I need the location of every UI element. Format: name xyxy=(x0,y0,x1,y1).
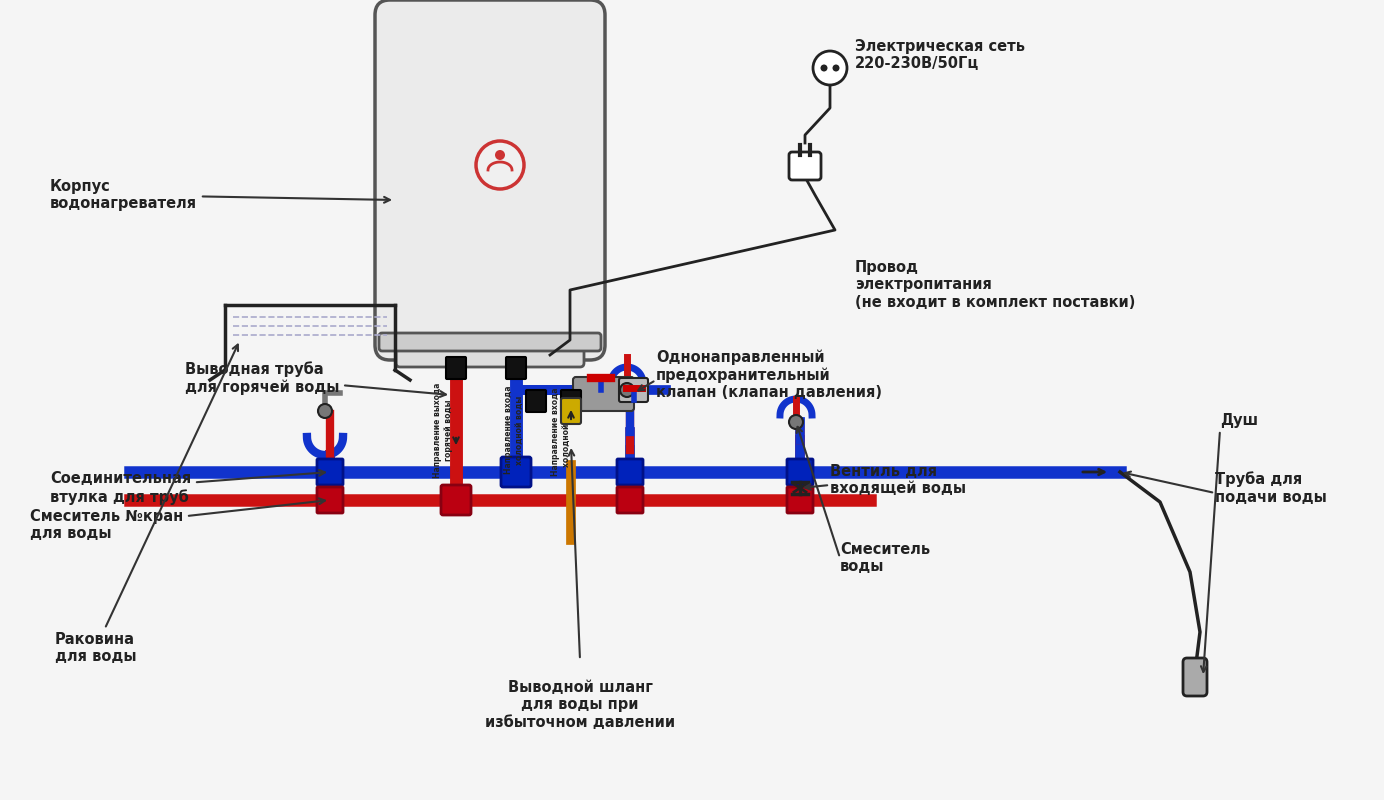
FancyBboxPatch shape xyxy=(441,485,471,515)
FancyBboxPatch shape xyxy=(617,487,644,513)
Text: Вентиль для
входящей воды: Вентиль для входящей воды xyxy=(830,464,966,496)
FancyBboxPatch shape xyxy=(561,390,581,412)
FancyBboxPatch shape xyxy=(317,459,343,485)
Text: Направление входа
холодной воды: Направление входа холодной воды xyxy=(551,388,570,476)
FancyBboxPatch shape xyxy=(379,333,601,351)
FancyBboxPatch shape xyxy=(787,487,812,513)
Text: Выводной шланг
для воды при
избыточном давлении: Выводной шланг для воды при избыточном д… xyxy=(484,680,675,730)
Text: Электрическая сеть
220-230В/50Гц: Электрическая сеть 220-230В/50Гц xyxy=(855,38,1026,71)
Text: Смеситель №кран
для воды: Смеситель №кран для воды xyxy=(30,498,325,541)
FancyBboxPatch shape xyxy=(573,377,634,411)
Circle shape xyxy=(495,150,505,160)
FancyBboxPatch shape xyxy=(507,357,526,379)
Text: Соединительная
втулка для труб: Соединительная втулка для труб xyxy=(50,470,325,505)
Circle shape xyxy=(833,65,840,71)
FancyBboxPatch shape xyxy=(375,0,605,360)
Circle shape xyxy=(812,51,847,85)
FancyBboxPatch shape xyxy=(396,341,584,367)
Circle shape xyxy=(476,141,525,189)
FancyBboxPatch shape xyxy=(501,457,531,487)
Text: Труба для
подачи воды: Труба для подачи воды xyxy=(1215,471,1327,505)
Text: Душ: Душ xyxy=(1221,413,1258,427)
FancyBboxPatch shape xyxy=(787,459,812,485)
Text: Направление выхода
горячей воды: Направление выхода горячей воды xyxy=(433,382,453,478)
FancyBboxPatch shape xyxy=(789,152,821,180)
FancyBboxPatch shape xyxy=(317,487,343,513)
Circle shape xyxy=(318,404,332,418)
Text: Раковина
для воды: Раковина для воды xyxy=(55,345,238,664)
Text: Направление входа
холодной воды: Направление входа холодной воды xyxy=(504,386,523,474)
FancyBboxPatch shape xyxy=(446,357,466,379)
Text: Смеситель
воды: Смеситель воды xyxy=(840,542,930,574)
Circle shape xyxy=(620,383,634,397)
Circle shape xyxy=(821,65,828,71)
Text: Выводная труба
для горячей воды: Выводная труба для горячей воды xyxy=(185,361,446,397)
FancyBboxPatch shape xyxy=(617,459,644,485)
Text: Однонаправленный
предохранительный
клапан (клапан давления): Однонаправленный предохранительный клапа… xyxy=(656,350,882,401)
FancyBboxPatch shape xyxy=(619,378,648,402)
Text: Корпус
водонагревателя: Корпус водонагревателя xyxy=(50,178,390,211)
Circle shape xyxy=(789,415,803,429)
Text: Провод
электропитания
(не входит в комплект поставки): Провод электропитания (не входит в компл… xyxy=(855,260,1135,310)
FancyBboxPatch shape xyxy=(1183,658,1207,696)
FancyBboxPatch shape xyxy=(526,390,547,412)
FancyBboxPatch shape xyxy=(561,398,581,424)
